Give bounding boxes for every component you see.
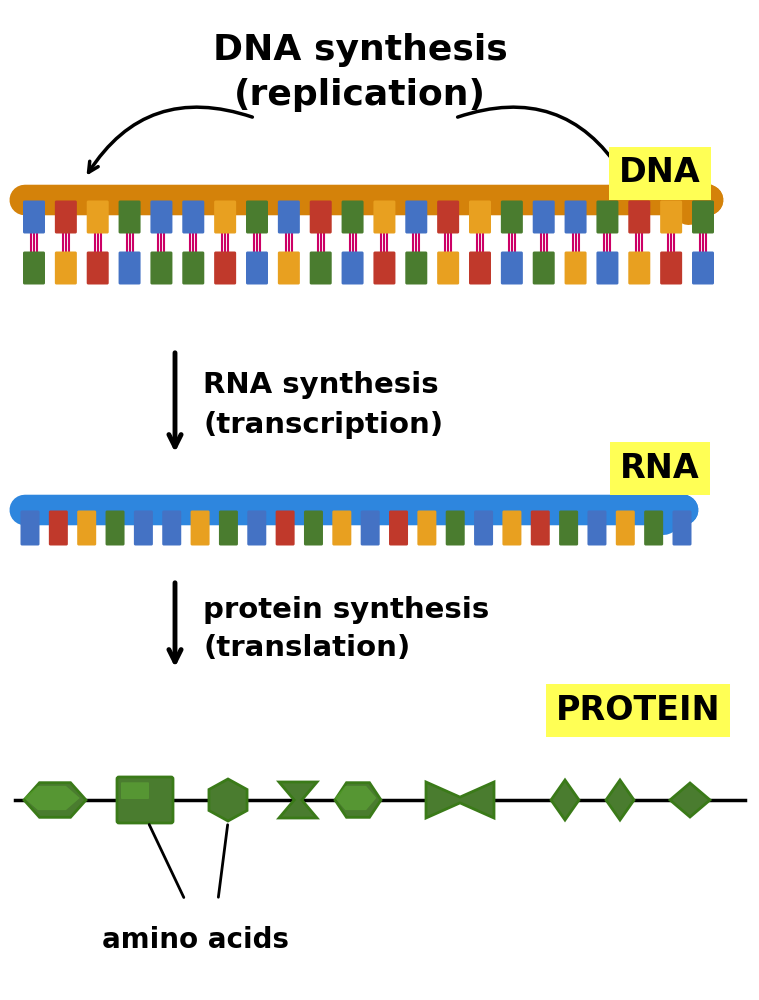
FancyBboxPatch shape (565, 200, 587, 233)
FancyBboxPatch shape (616, 510, 635, 546)
FancyBboxPatch shape (150, 200, 172, 233)
FancyBboxPatch shape (246, 251, 268, 284)
FancyBboxPatch shape (310, 251, 332, 284)
FancyBboxPatch shape (417, 510, 436, 546)
Polygon shape (426, 782, 494, 818)
FancyBboxPatch shape (373, 251, 395, 284)
Polygon shape (24, 786, 80, 810)
FancyBboxPatch shape (117, 777, 173, 823)
FancyBboxPatch shape (77, 510, 96, 546)
FancyBboxPatch shape (531, 510, 550, 546)
FancyBboxPatch shape (692, 251, 714, 284)
FancyBboxPatch shape (446, 510, 465, 546)
FancyBboxPatch shape (332, 510, 351, 546)
Text: PROTEIN: PROTEIN (556, 694, 720, 726)
FancyBboxPatch shape (469, 251, 491, 284)
FancyBboxPatch shape (276, 510, 294, 546)
FancyBboxPatch shape (692, 200, 714, 233)
FancyBboxPatch shape (87, 200, 109, 233)
FancyBboxPatch shape (628, 251, 650, 284)
Polygon shape (670, 783, 710, 817)
FancyBboxPatch shape (55, 251, 77, 284)
FancyBboxPatch shape (342, 251, 364, 284)
Text: (translation): (translation) (203, 634, 411, 662)
FancyBboxPatch shape (597, 200, 619, 233)
FancyBboxPatch shape (214, 200, 236, 233)
FancyBboxPatch shape (278, 251, 300, 284)
FancyBboxPatch shape (310, 200, 332, 233)
Text: DNA: DNA (619, 156, 701, 190)
FancyBboxPatch shape (278, 200, 300, 233)
Polygon shape (335, 783, 381, 817)
Text: (transcription): (transcription) (203, 411, 443, 439)
FancyBboxPatch shape (405, 251, 427, 284)
Text: RNA synthesis: RNA synthesis (203, 371, 439, 399)
FancyBboxPatch shape (502, 510, 521, 546)
FancyBboxPatch shape (247, 510, 266, 546)
FancyBboxPatch shape (182, 200, 204, 233)
Polygon shape (335, 786, 376, 810)
Text: RNA: RNA (620, 452, 700, 485)
Polygon shape (279, 782, 317, 818)
FancyBboxPatch shape (533, 200, 555, 233)
FancyBboxPatch shape (672, 510, 691, 546)
FancyBboxPatch shape (219, 510, 238, 546)
FancyBboxPatch shape (660, 200, 682, 233)
Polygon shape (551, 780, 579, 820)
FancyBboxPatch shape (361, 510, 380, 546)
FancyBboxPatch shape (150, 251, 172, 284)
FancyBboxPatch shape (469, 200, 491, 233)
FancyBboxPatch shape (373, 200, 395, 233)
FancyBboxPatch shape (304, 510, 323, 546)
FancyBboxPatch shape (437, 200, 459, 233)
FancyBboxPatch shape (660, 251, 682, 284)
FancyBboxPatch shape (644, 510, 663, 546)
FancyBboxPatch shape (23, 251, 45, 284)
FancyBboxPatch shape (182, 251, 204, 284)
Polygon shape (24, 783, 86, 817)
FancyBboxPatch shape (628, 200, 650, 233)
FancyBboxPatch shape (533, 251, 555, 284)
FancyBboxPatch shape (49, 510, 68, 546)
FancyBboxPatch shape (246, 200, 268, 233)
Polygon shape (606, 780, 634, 820)
FancyBboxPatch shape (214, 251, 236, 284)
FancyBboxPatch shape (191, 510, 209, 546)
FancyBboxPatch shape (565, 251, 587, 284)
FancyBboxPatch shape (106, 510, 124, 546)
Text: (replication): (replication) (234, 78, 486, 112)
FancyBboxPatch shape (134, 510, 153, 546)
FancyBboxPatch shape (87, 251, 109, 284)
FancyBboxPatch shape (121, 782, 149, 799)
FancyBboxPatch shape (20, 510, 39, 546)
FancyBboxPatch shape (118, 251, 140, 284)
FancyBboxPatch shape (342, 200, 364, 233)
FancyBboxPatch shape (597, 251, 619, 284)
FancyBboxPatch shape (162, 510, 181, 546)
Text: amino acids: amino acids (102, 926, 288, 954)
Polygon shape (209, 779, 247, 821)
FancyBboxPatch shape (55, 200, 77, 233)
FancyBboxPatch shape (474, 510, 493, 546)
FancyBboxPatch shape (587, 510, 606, 546)
FancyBboxPatch shape (501, 251, 523, 284)
FancyBboxPatch shape (501, 200, 523, 233)
FancyBboxPatch shape (118, 200, 140, 233)
FancyBboxPatch shape (437, 251, 459, 284)
FancyBboxPatch shape (559, 510, 578, 546)
Text: protein synthesis: protein synthesis (203, 596, 490, 624)
FancyBboxPatch shape (23, 200, 45, 233)
FancyBboxPatch shape (405, 200, 427, 233)
Text: DNA synthesis: DNA synthesis (213, 33, 507, 67)
FancyBboxPatch shape (389, 510, 408, 546)
